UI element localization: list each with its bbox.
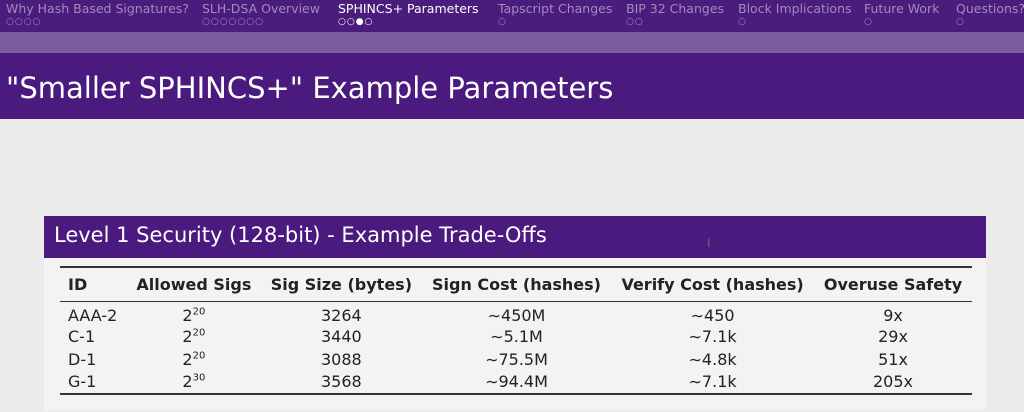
- slide-dots[interactable]: ○○○○: [6, 17, 42, 27]
- nav-label: BIP 32 Changes: [626, 1, 725, 16]
- nav-label: Why Hash Based Signatures?: [6, 1, 189, 16]
- cell-sign-cost: ∼75.5M: [485, 349, 548, 369]
- sigs-exponent: 20: [192, 306, 206, 318]
- cell-sig-size: 3568: [321, 372, 362, 391]
- nav-sphincs-parameters[interactable]: SPHINCS+ Parameters ○○●○: [338, 1, 479, 27]
- nav-label: Block Implications: [738, 1, 852, 16]
- col-overuse-safety: Overuse Safety: [823, 274, 963, 294]
- sigs-base: 2: [182, 305, 193, 325]
- nav-why-hash[interactable]: Why Hash Based Signatures? ○○○○: [6, 1, 189, 27]
- cell-verify-cost: ∼450: [690, 305, 735, 325]
- cell-id: G-1: [68, 372, 97, 391]
- sigs-base: 2: [182, 326, 193, 346]
- slide-dots[interactable]: ○: [864, 17, 873, 27]
- sigs-base: 2: [182, 349, 193, 369]
- cell-overuse-safety: 29x: [878, 326, 908, 346]
- slide-dots[interactable]: ○: [498, 17, 507, 27]
- nav-label: Questions?: [956, 1, 1024, 16]
- col-allowed-sigs: Allowed Sigs: [136, 274, 252, 294]
- parameters-table: ID Allowed Sigs Sig Size (bytes) Sign Co…: [60, 266, 972, 395]
- cell-verify-cost: ∼7.1k: [688, 372, 737, 391]
- cell-sig-size: 3088: [321, 349, 362, 369]
- nav-tapscript[interactable]: Tapscript Changes ○: [498, 1, 612, 27]
- cell-sign-cost: ∼5.1M: [490, 326, 543, 346]
- slide-title: "Smaller SPHINCS+" Example Parameters: [6, 71, 614, 105]
- slide-dots[interactable]: ○: [956, 17, 965, 27]
- nav-block-implications[interactable]: Block Implications ○: [738, 1, 852, 27]
- sigs-exponent: 30: [192, 372, 206, 384]
- nav-label: Tapscript Changes: [498, 1, 613, 16]
- col-sig-size: Sig Size (bytes): [270, 274, 413, 294]
- cell-allowed-sigs: 220: [127, 301, 261, 325]
- block-title: Level 1 Security (128-bit) - Example Tra…: [44, 216, 986, 258]
- sigs-exponent: 20: [192, 327, 206, 339]
- section-navigation: Why Hash Based Signatures? ○○○○ SLH-DSA O…: [0, 0, 1024, 32]
- cell-overuse-safety: 9x: [883, 305, 903, 325]
- subsection-band: [0, 32, 1024, 53]
- cell-allowed-sigs: 220: [127, 325, 261, 348]
- table-row: AAA-2 220 3264 ∼450M ∼450 9x: [60, 301, 972, 325]
- nav-future-work[interactable]: Future Work ○: [864, 1, 939, 27]
- cell-sign-cost: ∼94.4M: [485, 372, 548, 391]
- sigs-base: 2: [182, 372, 193, 391]
- table-row: G-1 230 3568 ∼94.4M ∼7.1k 205x: [60, 371, 972, 394]
- cell-sig-size: 3440: [321, 326, 362, 346]
- text-cursor-icon: I: [707, 236, 711, 250]
- col-id: ID: [68, 274, 88, 294]
- slide-dots[interactable]: ○: [738, 17, 747, 27]
- col-sign-cost: Sign Cost (hashes): [431, 274, 601, 294]
- frame-title-bar: "Smaller SPHINCS+" Example Parameters: [0, 53, 1024, 119]
- cell-allowed-sigs: 230: [127, 371, 261, 394]
- cell-overuse-safety: 51x: [878, 349, 908, 369]
- cell-sig-size: 3264: [321, 305, 362, 325]
- nav-bip32[interactable]: BIP 32 Changes ○○: [626, 1, 724, 27]
- cell-allowed-sigs: 220: [127, 348, 261, 371]
- slide-dots[interactable]: ○○●○: [338, 17, 374, 27]
- slide-dots[interactable]: ○○○○○○○: [202, 17, 264, 27]
- col-verify-cost: Verify Cost (hashes): [621, 274, 804, 294]
- cell-id: AAA-2: [68, 305, 118, 325]
- table-row: D-1 220 3088 ∼75.5M ∼4.8k 51x: [60, 348, 972, 371]
- cell-id: D-1: [68, 349, 97, 369]
- cell-verify-cost: ∼4.8k: [688, 349, 737, 369]
- table-header-row: ID Allowed Sigs Sig Size (bytes) Sign Co…: [60, 267, 972, 301]
- slide-dots[interactable]: ○○: [626, 17, 644, 27]
- cell-sign-cost: ∼450M: [487, 305, 546, 325]
- cell-overuse-safety: 205x: [873, 372, 914, 391]
- parameter-block: Level 1 Security (128-bit) - Example Tra…: [44, 216, 986, 410]
- nav-questions[interactable]: Questions? ○: [956, 1, 1024, 27]
- nav-slh-dsa[interactable]: SLH-DSA Overview ○○○○○○○: [202, 1, 320, 27]
- nav-label: Future Work: [864, 1, 940, 16]
- cell-verify-cost: ∼7.1k: [688, 326, 737, 346]
- nav-label: SPHINCS+ Parameters: [338, 1, 479, 16]
- nav-label: SLH-DSA Overview: [202, 1, 320, 16]
- cell-id: C-1: [68, 326, 96, 346]
- table-row: C-1 220 3440 ∼5.1M ∼7.1k 29x: [60, 325, 972, 348]
- sigs-exponent: 20: [192, 350, 206, 362]
